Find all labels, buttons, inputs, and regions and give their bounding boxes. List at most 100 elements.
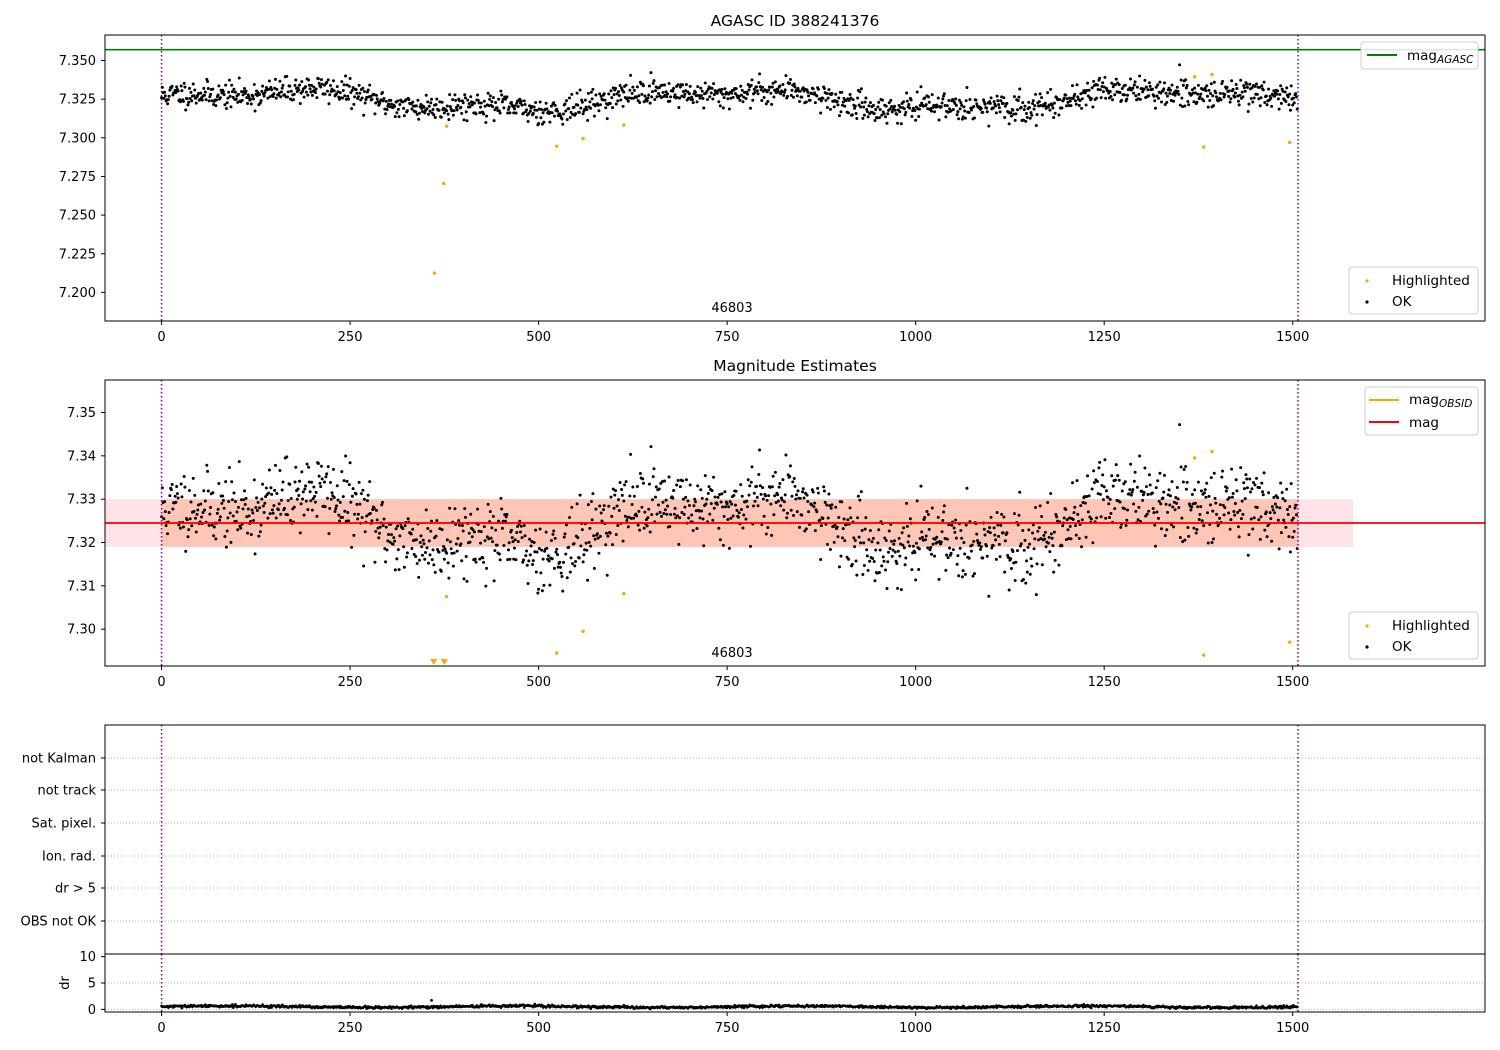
ok-point [415,112,419,116]
ok-point [220,501,224,505]
ok-point [1190,493,1194,497]
ok-point [351,86,355,90]
ok-point [221,90,225,94]
ok-point [1118,90,1122,94]
ok-point [1052,530,1056,534]
ok-point [675,95,679,99]
ok-point [451,98,455,102]
ok-point [890,104,894,108]
ok-point [1277,547,1281,551]
ok-point [434,534,438,538]
ok-point [1172,525,1176,529]
ok-point [282,93,286,97]
ok-point [1068,524,1072,528]
ok-point [918,103,922,107]
ok-point [1138,74,1142,78]
ok-point [604,531,608,535]
ok-point [962,105,966,109]
ok-point [1033,104,1037,108]
ok-point [1029,557,1033,561]
ok-point [470,103,474,107]
ok-point [206,80,210,84]
ok-point [1227,496,1231,500]
dr-point [1090,1006,1093,1010]
ok-point [308,490,312,494]
ok-point [195,512,199,516]
ok-point [904,556,908,560]
ok-point [1255,92,1259,96]
ok-point [489,536,493,540]
ok-point [707,485,711,489]
ok-point [342,83,346,87]
ok-point [1064,507,1068,511]
ok-point [534,570,538,574]
ok-point [552,566,556,570]
ok-point [996,523,1000,527]
ok-point [1251,527,1255,531]
ok-point [819,524,823,528]
ok-point [942,92,946,96]
ok-point [977,543,981,547]
ok-point [583,548,587,552]
ok-point [995,94,999,98]
ok-point [250,508,254,512]
ok-point [363,530,367,534]
ok-point [1197,518,1201,522]
ok-point [1103,458,1107,462]
ok-point [258,92,262,96]
ok-point [686,499,690,503]
ok-point [327,102,331,106]
ok-point [662,512,666,516]
x-tick-label: 500 [526,1021,551,1036]
ok-point [862,113,866,117]
ok-point [278,469,282,473]
ok-point [604,106,608,110]
ok-point [666,92,670,96]
ok-point [993,533,997,537]
ok-point [1104,489,1108,493]
ok-point [651,81,655,85]
ok-point [292,92,296,96]
ok-point [1267,491,1271,495]
y-tick-label: 5 [88,977,96,992]
ok-point [221,498,225,502]
ok-point [203,93,207,97]
ok-point [1083,495,1087,499]
ok-point [180,495,184,499]
ok-point [1205,481,1209,485]
ok-point [783,88,787,92]
ok-point [1101,90,1105,94]
ok-point [1001,531,1005,535]
ok-point [344,74,348,78]
ok-point [1051,544,1055,548]
highlighted-point [1192,456,1197,460]
ok-point [1255,82,1259,86]
ok-point [842,517,846,521]
ok-point [631,485,635,489]
ok-point [826,516,830,520]
ok-point [760,98,764,102]
ok-point [335,92,339,96]
ok-point [426,100,430,104]
ok-point [182,81,186,85]
ok-point [236,92,240,96]
ok-point [525,563,529,567]
ok-point [299,502,303,506]
ok-point [643,510,647,514]
ok-point [551,532,555,536]
ok-point [464,554,468,558]
ok-point [936,96,940,100]
ok-point [181,99,185,103]
ok-point [693,497,697,501]
ok-point [573,564,577,568]
ok-point [210,523,214,527]
ok-point [935,535,939,539]
ok-point [300,470,304,474]
ok-point [780,90,784,94]
ok-point [1009,111,1013,115]
ok-point [1156,83,1160,87]
ok-point [298,101,302,105]
ok-point [569,556,573,560]
ok-point [243,489,247,493]
